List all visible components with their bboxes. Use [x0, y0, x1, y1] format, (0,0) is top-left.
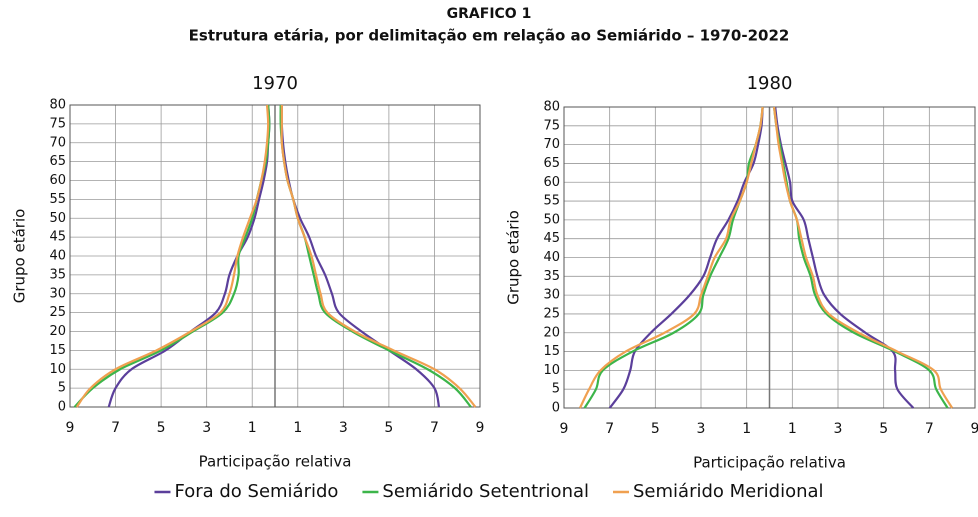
- y-tick-label: 55: [49, 192, 66, 207]
- x-tick-label: 5: [651, 421, 660, 437]
- x-tick-label: 1: [788, 421, 797, 437]
- series-line: [280, 104, 441, 408]
- y-tick-label: 50: [543, 212, 560, 227]
- y-tick-label: 20: [543, 325, 560, 340]
- series-line: [583, 106, 764, 409]
- y-tick-label: 50: [49, 211, 66, 226]
- x-tick-label: 7: [605, 421, 614, 437]
- x-tick-label: 1: [248, 420, 257, 436]
- plot-frame: [563, 106, 976, 409]
- series-line: [75, 104, 270, 408]
- y-tick-label: 40: [543, 250, 560, 265]
- y-tick-label: 15: [543, 344, 560, 359]
- y-tick-label: 25: [49, 305, 66, 320]
- y-tick-label: 65: [49, 154, 66, 169]
- y-tick-label: 5: [552, 382, 560, 397]
- x-tick-label: 9: [66, 420, 75, 436]
- x-tick-label: 3: [202, 420, 211, 436]
- y-tick-label: 30: [49, 286, 66, 301]
- chart-title: GRAFICO 1: [447, 6, 532, 22]
- x-tick-label: 7: [925, 421, 934, 437]
- x-tick-label: 3: [339, 420, 348, 436]
- y-tick-label: 20: [49, 324, 66, 339]
- y-tick-label: 80: [543, 100, 560, 115]
- y-tick-label: 75: [49, 116, 66, 131]
- x-axis-label: Participação relativa: [199, 453, 352, 471]
- x-tick-label: 7: [111, 420, 120, 436]
- y-tick-label: 0: [552, 401, 560, 416]
- x-tick-label: 9: [476, 420, 485, 436]
- x-tick-label: 7: [430, 420, 439, 436]
- panel-title: 1970: [252, 73, 298, 94]
- y-axis-label: Grupo etário: [11, 209, 29, 304]
- panel-title: 1980: [747, 73, 793, 94]
- x-tick-label: 5: [879, 421, 888, 437]
- x-tick-label: 3: [834, 421, 843, 437]
- y-tick-label: 65: [543, 156, 560, 171]
- legend-label: Semiárido Meridional: [633, 481, 824, 502]
- y-tick-label: 80: [49, 98, 66, 113]
- series-line: [578, 106, 764, 409]
- chart-subtitle: Estrutura etária, por delimitação em rel…: [189, 27, 790, 45]
- x-axis-label: Participação relativa: [693, 454, 846, 472]
- y-tick-label: 30: [543, 288, 560, 303]
- x-tick-label: 5: [157, 420, 166, 436]
- y-tick-label: 0: [58, 400, 66, 415]
- y-tick-label: 35: [49, 267, 66, 282]
- y-tick-label: 10: [543, 363, 560, 378]
- y-tick-label: 75: [543, 118, 560, 133]
- y-tick-label: 10: [49, 362, 66, 377]
- y-axis-label: Grupo etário: [505, 210, 523, 305]
- x-tick-label: 9: [560, 421, 569, 437]
- x-tick-label: 3: [697, 421, 706, 437]
- x-tick-label: 9: [971, 421, 978, 437]
- x-tick-label: 1: [742, 421, 751, 437]
- series-line: [772, 106, 949, 409]
- y-tick-label: 55: [543, 194, 560, 209]
- y-tick-label: 60: [49, 173, 66, 188]
- y-tick-label: 45: [543, 231, 560, 246]
- y-tick-label: 70: [543, 137, 560, 152]
- y-tick-label: 25: [543, 306, 560, 321]
- legend: Fora do Semiárido Semiárido Setentrional S…: [154, 481, 824, 502]
- y-tick-label: 15: [49, 343, 66, 358]
- x-tick-label: 5: [384, 420, 393, 436]
- y-tick-label: 40: [49, 249, 66, 264]
- legend-label: Semiárido Setentrional: [382, 481, 589, 502]
- x-tick-label: 1: [293, 420, 302, 436]
- series-line: [774, 106, 915, 409]
- y-tick-label: 70: [49, 135, 66, 150]
- series-line: [608, 106, 764, 409]
- series-line: [73, 104, 271, 408]
- plot-frame: [69, 104, 481, 408]
- y-tick-label: 60: [543, 175, 560, 190]
- series-line: [772, 106, 954, 409]
- legend-label: Fora do Semiárido: [174, 481, 338, 502]
- y-tick-label: 35: [543, 269, 560, 284]
- y-tick-label: 5: [58, 381, 66, 396]
- series-line: [280, 105, 477, 408]
- y-tick-label: 45: [49, 230, 66, 245]
